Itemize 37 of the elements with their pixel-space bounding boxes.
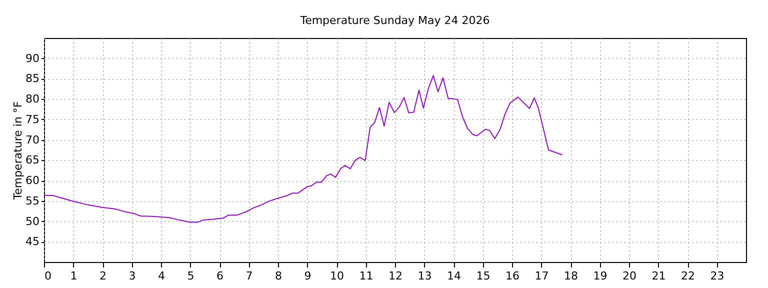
y-tick-label: 50: [26, 214, 40, 228]
y-tick-label: 65: [26, 154, 40, 167]
x-tick-label: 1: [70, 270, 78, 282]
y-tick-label: 85: [26, 72, 40, 86]
x-tick-label: 11: [359, 270, 374, 282]
y-axis-title: Temperature in °F: [12, 101, 25, 201]
line-series: [44, 74, 563, 223]
x-tick-label: 15: [476, 270, 490, 282]
x-tick-label: 9: [304, 270, 312, 282]
x-tick-label: 13: [418, 270, 432, 282]
y-tick-label: 75: [26, 112, 40, 126]
x-tick-label: 12: [388, 270, 402, 282]
x-tick-label: 6: [216, 270, 224, 282]
x-tick-label: 17: [534, 270, 549, 282]
y-tick-label: 90: [26, 52, 40, 65]
chart-title: Temperature Sunday May 24 2026: [299, 14, 490, 27]
x-tick-label: 19: [593, 270, 608, 282]
y-tick-label: 60: [26, 174, 40, 188]
x-tick-label: 4: [158, 270, 165, 282]
y-tick-label: 80: [26, 92, 40, 106]
x-tick-label: 7: [246, 270, 253, 282]
x-tick-label: 23: [710, 270, 724, 282]
x-tick-label: 2: [100, 270, 106, 282]
x-tick-label: 8: [275, 270, 282, 282]
y-tick-label: 55: [26, 194, 40, 208]
y-tick-label: 45: [26, 235, 40, 248]
x-tick-label: 16: [506, 270, 520, 282]
x-tick-label: 21: [652, 270, 666, 282]
y-tick-label: 70: [26, 133, 40, 146]
x-tick-label: 22: [681, 270, 695, 282]
x-tick-label: 14: [447, 270, 461, 282]
x-tick-label: 0: [44, 270, 52, 282]
x-tick-label: 20: [622, 270, 636, 282]
x-tick-label: 10: [330, 270, 344, 282]
x-tick-label: 18: [564, 270, 578, 282]
x-tick-label: 3: [128, 270, 136, 282]
x-tick-label: 5: [187, 270, 194, 282]
